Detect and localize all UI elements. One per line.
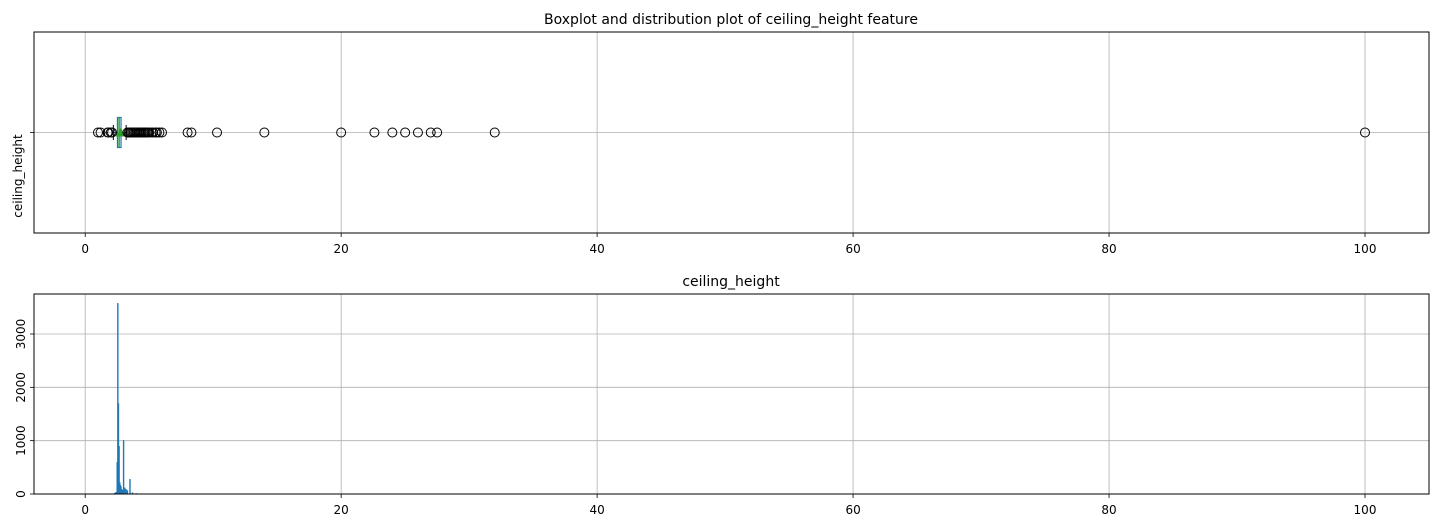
boxplot-frame bbox=[33, 31, 1430, 234]
boxplot-panel: 0 20 40 60 80 100 Boxplot and distribution pl… bbox=[11, 12, 1430, 256]
outlier-point bbox=[144, 127, 155, 138]
histogram-title: ceiling_height bbox=[682, 274, 780, 290]
x-tick-label: 0 bbox=[81, 242, 89, 256]
outlier-point bbox=[387, 127, 398, 138]
outlier-point bbox=[432, 127, 443, 138]
x-tick-label: 80 bbox=[1101, 242, 1116, 256]
histogram-bar bbox=[115, 492, 117, 494]
outlier-point bbox=[489, 127, 500, 138]
outlier-point bbox=[92, 127, 103, 138]
x-tick-label: 40 bbox=[589, 242, 604, 256]
outlier-point bbox=[103, 127, 114, 138]
x-tick-label: 60 bbox=[845, 503, 860, 517]
outlier-point bbox=[425, 127, 436, 138]
histogram-bar bbox=[131, 492, 134, 494]
x-tick-label: 60 bbox=[845, 242, 860, 256]
boxplot-title: Boxplot and distribution plot of ceiling… bbox=[544, 12, 918, 28]
histogram-bar bbox=[125, 489, 127, 494]
outlier-point bbox=[336, 127, 347, 138]
histogram-bar bbox=[118, 446, 120, 494]
histogram-bar bbox=[117, 303, 119, 494]
x-tick-label: 20 bbox=[334, 242, 349, 256]
histogram-y-ticks: 0 1000 2000 3000 bbox=[14, 319, 34, 498]
histogram-x-ticks: 0 20 40 60 80 100 bbox=[81, 494, 1376, 517]
histogram-bar bbox=[124, 487, 126, 494]
histogram-grid bbox=[34, 294, 1429, 495]
boxplot-ylabel: ceiling_height bbox=[11, 134, 25, 218]
y-tick-label: 1000 bbox=[14, 425, 28, 456]
outlier-point bbox=[212, 127, 223, 138]
x-tick-label: 100 bbox=[1354, 503, 1377, 517]
x-tick-label: 20 bbox=[334, 503, 349, 517]
boxplot-x-ticks: 0 20 40 60 80 100 bbox=[81, 233, 1376, 256]
boxplot-marks bbox=[92, 116, 1371, 149]
outlier-point bbox=[369, 127, 380, 138]
histogram-panel: 0 20 40 60 80 100 0 1000 2000 3000 ceiling_heigh… bbox=[14, 274, 1430, 517]
histogram-bar bbox=[113, 492, 116, 494]
y-tick-label: 3000 bbox=[14, 319, 28, 350]
outlier-point bbox=[151, 127, 162, 138]
outlier-point bbox=[400, 127, 411, 138]
outlier-point bbox=[186, 127, 197, 138]
outlier-point bbox=[259, 127, 270, 138]
x-tick-label: 80 bbox=[1101, 503, 1116, 517]
y-tick-label: 2000 bbox=[14, 372, 28, 403]
histogram-bar bbox=[121, 489, 124, 494]
y-tick-label: 0 bbox=[14, 490, 28, 498]
outlier-point bbox=[156, 127, 167, 138]
x-tick-label: 100 bbox=[1354, 242, 1377, 256]
histogram-bar bbox=[122, 440, 125, 494]
outlier-point bbox=[95, 127, 106, 138]
x-tick-label: 40 bbox=[589, 503, 604, 517]
outlier-point bbox=[182, 127, 193, 138]
outlier-point bbox=[1360, 127, 1371, 138]
boxplot-grid bbox=[30, 32, 1429, 233]
outlier-point bbox=[107, 127, 118, 138]
histogram-bar bbox=[126, 490, 129, 494]
histogram-bar bbox=[129, 479, 131, 494]
x-tick-label: 0 bbox=[81, 503, 89, 517]
outlier-point bbox=[412, 127, 423, 138]
outlier-point bbox=[154, 127, 165, 138]
histogram-frame bbox=[33, 293, 1430, 495]
histogram-bars bbox=[113, 303, 138, 494]
